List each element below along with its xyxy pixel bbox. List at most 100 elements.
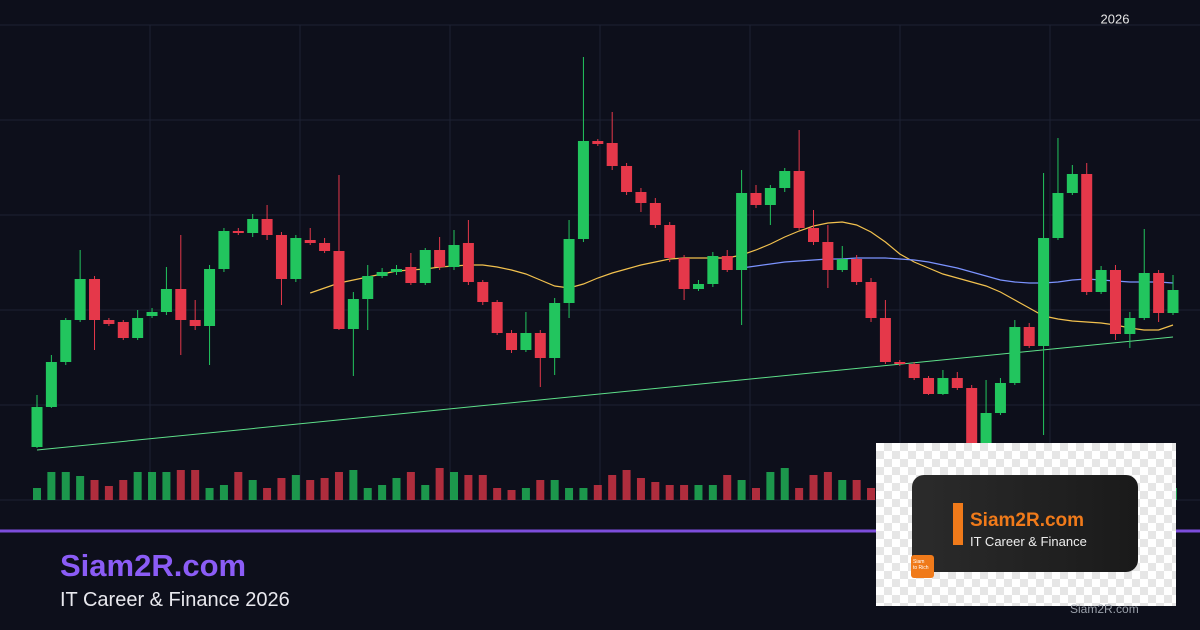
volume-bar xyxy=(622,470,631,500)
volume-bar xyxy=(809,475,818,500)
candle-body xyxy=(822,242,834,270)
candle-body xyxy=(592,141,604,144)
candle-body xyxy=(45,362,57,407)
volume-bar xyxy=(852,480,861,500)
candle-body xyxy=(635,192,647,203)
candle-body xyxy=(290,238,302,279)
candle-body xyxy=(261,219,273,235)
volume-bar xyxy=(277,478,286,500)
candle-body xyxy=(189,320,201,326)
volume-bar xyxy=(536,480,545,500)
volume-bar xyxy=(737,480,746,500)
volume-bar xyxy=(104,486,113,500)
volume-bar xyxy=(450,472,459,500)
candle-body xyxy=(462,243,474,282)
volume-bar xyxy=(550,480,559,500)
candle-body xyxy=(649,203,661,225)
volume-bar xyxy=(191,470,200,500)
volume-bar xyxy=(694,485,703,500)
candle-body xyxy=(520,333,532,350)
candle-body xyxy=(606,143,618,166)
volume-bar xyxy=(521,488,530,500)
volume-bar xyxy=(766,472,775,500)
candle-body xyxy=(851,259,863,282)
volume-bar xyxy=(392,478,401,500)
candle-body xyxy=(1066,174,1078,193)
candle-body xyxy=(419,250,431,283)
candle-body xyxy=(146,312,158,316)
candle-body xyxy=(1052,193,1064,238)
volume-bar xyxy=(579,488,588,500)
volume-bar xyxy=(263,488,272,500)
candle-body xyxy=(434,250,446,267)
candle-body xyxy=(549,303,561,358)
volume-bar xyxy=(795,488,804,500)
candle-body xyxy=(333,251,345,329)
volume-bar xyxy=(421,485,430,500)
candle-body xyxy=(347,299,359,329)
candle-body xyxy=(836,259,848,270)
candle-body xyxy=(491,302,503,333)
candle-body xyxy=(621,166,633,192)
candle-body xyxy=(908,364,920,378)
candle-body xyxy=(951,378,963,388)
volume-bar xyxy=(162,472,171,500)
volume-bar xyxy=(47,472,56,500)
volume-bar xyxy=(234,472,243,500)
candle-body xyxy=(232,231,244,233)
moving-average xyxy=(741,257,1174,284)
volume-bar xyxy=(751,488,760,500)
candle-body xyxy=(994,383,1006,413)
logo-panel: Siam2R.com IT Career & Finance xyxy=(912,475,1138,572)
candle-body xyxy=(779,171,791,188)
candle-body xyxy=(894,362,906,364)
volume-bar xyxy=(406,472,415,500)
candle-body xyxy=(117,322,129,338)
candle-body xyxy=(808,228,820,242)
candle-body xyxy=(692,284,704,289)
candle-body xyxy=(89,279,101,320)
candle-body xyxy=(764,188,776,205)
candle-body xyxy=(750,193,762,205)
candle-body xyxy=(966,388,978,445)
candle-body xyxy=(980,413,992,445)
volume-bar xyxy=(363,488,372,500)
volume-bar xyxy=(780,468,789,500)
volume-bar xyxy=(219,485,228,500)
volume-bar xyxy=(76,476,85,500)
candle-body xyxy=(204,269,216,326)
volume-bar xyxy=(248,480,257,500)
candle-body xyxy=(1153,273,1165,313)
candle-body xyxy=(132,318,144,338)
volume-bar xyxy=(133,472,142,500)
candle-body xyxy=(319,243,331,251)
volume-bar xyxy=(334,472,343,500)
candle-body xyxy=(275,235,287,279)
logo-tagline: IT Career & Finance xyxy=(970,534,1087,549)
candle-body xyxy=(477,282,489,302)
candle-body xyxy=(923,378,935,394)
candle-body xyxy=(1023,327,1035,346)
candle-body xyxy=(664,225,676,258)
volume-bar xyxy=(867,488,876,500)
candle-body xyxy=(1138,273,1150,318)
volume-bar xyxy=(608,475,617,500)
volume-bar xyxy=(651,482,660,500)
candle-body xyxy=(74,279,86,320)
volume-bar xyxy=(838,480,847,500)
logo-card: Siam2R.com IT Career & Finance Siam to R… xyxy=(876,443,1176,606)
volume-bar xyxy=(148,472,157,500)
volume-bar xyxy=(680,485,689,500)
volume-bar xyxy=(291,475,300,500)
candle-body xyxy=(376,272,388,276)
candle-body xyxy=(60,320,72,362)
volume-bar xyxy=(565,488,574,500)
candle-body xyxy=(1124,318,1136,334)
volume-bar xyxy=(33,488,41,500)
volume-bar xyxy=(636,478,645,500)
volume-bar xyxy=(320,478,329,500)
candle-body xyxy=(534,333,546,358)
logo-badge: Siam to Rich xyxy=(911,555,934,578)
candle-body xyxy=(577,141,589,239)
